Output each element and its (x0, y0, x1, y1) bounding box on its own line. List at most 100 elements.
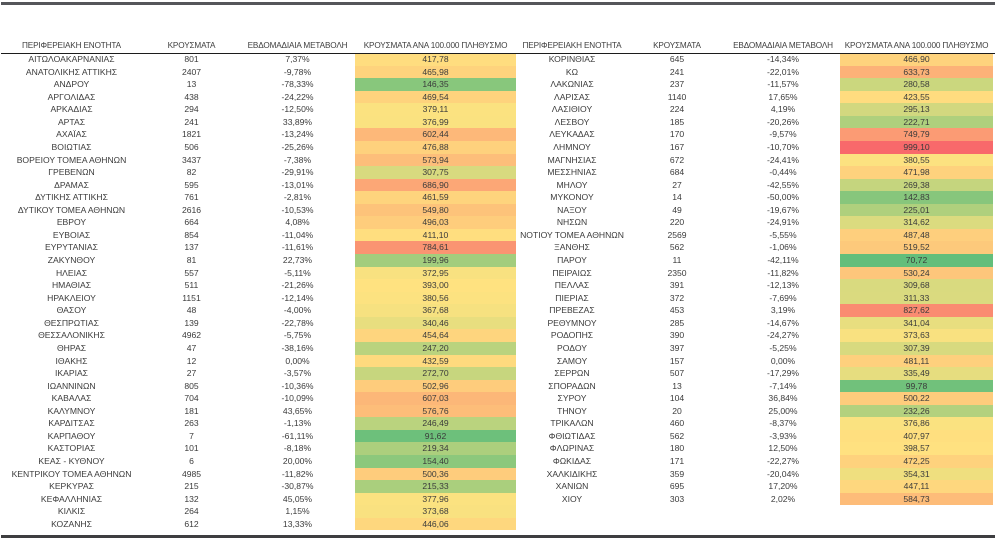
cases-cell: 2407 (181, 66, 202, 77)
weekly-change-cell: -10,53% (281, 204, 314, 215)
region-cell: ΑΙΤΩΛΟΑΚΑΡΝΑΝΙΑΣ (28, 54, 115, 64)
region-cell: ΚΑΡΠΑΘΟΥ (47, 430, 96, 441)
cases-cell: 27 (186, 368, 197, 379)
cases-cell: 801 (184, 54, 199, 64)
bottom-border-line (1, 535, 995, 538)
per-100k-cell: 335,49 (840, 367, 993, 380)
region-cell: ΡΟΔΟΥ (557, 342, 587, 353)
cases-cell: 170 (669, 129, 685, 140)
cases-cell: 1151 (182, 292, 201, 303)
weekly-change-cell: -1,13% (283, 418, 312, 429)
region-cell: ΜΕΣΣΗΝΙΑΣ (547, 167, 597, 178)
region-cell: ΕΒΡΟΥ (56, 217, 87, 228)
per-100k-cell: 307,39 (840, 341, 993, 355)
per-100k-cell: 417,78 (355, 53, 516, 66)
weekly-change-cell: -38,16% (281, 342, 314, 353)
weekly-change-cell: 33,89% (282, 116, 313, 127)
cases-cell: 181 (184, 405, 199, 416)
region-cell: ΔΥΤΙΚΟΥ ΤΟΜΕΑ ΑΘΗΝΩΝ (17, 204, 126, 215)
weekly-change-cell: -7,38% (283, 154, 312, 165)
weekly-change-cell: -12,13% (766, 280, 799, 291)
weekly-change-cell: 17,20% (768, 481, 798, 492)
per-100k-cell: 465,98 (355, 65, 516, 79)
region-cell: ΛΑΡΙΣΑΣ (554, 91, 590, 102)
per-100k-cell: 584,73 (840, 492, 993, 506)
per-100k-cell: 398,57 (840, 442, 993, 455)
weekly-change-cell: 36,84% (768, 393, 798, 404)
cases-cell: 104 (669, 393, 685, 404)
cases-cell: 167 (669, 141, 685, 152)
weekly-change-cell: -8,37% (769, 418, 797, 429)
per-100k-cell: 314,62 (840, 216, 993, 229)
weekly-change-cell: -4,00% (283, 305, 312, 316)
cases-cell: 285 (669, 317, 685, 328)
weekly-change-cell: 43,65% (282, 405, 313, 416)
cases-cell: 20 (672, 405, 682, 416)
per-100k-cell: 340,46 (355, 316, 516, 330)
per-100k-cell: 91,62 (355, 429, 516, 443)
per-100k-cell: 70,72 (840, 254, 993, 267)
region-cell: ΚΕΡΚΥΡΑΣ (49, 481, 94, 492)
region-cell: ΘΑΣΟΥ (56, 305, 87, 316)
region-cell: ΘΕΣΠΡΩΤΙΑΣ (44, 317, 99, 328)
region-cell: ΛΗΜΝΟΥ (553, 141, 591, 152)
per-100k-cell: 376,86 (840, 417, 993, 430)
weekly-change-cell: -29,91% (281, 167, 314, 178)
weekly-change-cell: 25,00% (768, 405, 798, 416)
cases-cell: 460 (669, 418, 685, 429)
region-cell: ΧΑΝΙΩΝ (555, 481, 589, 492)
per-100k-cell: 219,34 (355, 442, 516, 455)
weekly-change-cell: -25,26% (281, 141, 314, 152)
cases-cell: 2569 (667, 229, 687, 240)
cases-cell: 180 (669, 443, 685, 454)
weekly-change-cell: 13,33% (282, 518, 313, 529)
cases-cell: 664 (184, 217, 199, 228)
per-100k-cell: 446,06 (355, 517, 516, 531)
cases-cell: 101 (184, 443, 199, 454)
per-100k-cell: 519,52 (840, 241, 993, 254)
cases-cell: 11 (672, 255, 682, 265)
cases-cell: 595 (184, 179, 199, 190)
per-100k-cell: 373,63 (840, 329, 993, 342)
per-100k-cell: 784,61 (355, 241, 516, 254)
cases-cell: 215 (184, 481, 199, 492)
per-100k-cell: 232,26 (840, 404, 993, 418)
per-100k-cell: 827,62 (840, 304, 993, 317)
region-cell: ΗΜΑΘΙΑΣ (51, 280, 92, 291)
region-cell: ΠΑΡΟΥ (557, 255, 587, 265)
weekly-change-cell: 22,73% (282, 255, 313, 265)
region-cell: ΕΥΡΥΤΑΝΙΑΣ (45, 242, 98, 253)
cases-cell: 13 (672, 380, 682, 391)
region-cell: ΡΕΘΥΜΝΟΥ (547, 317, 597, 328)
column-header-cases: ΚΡΟΥΣΜΑΤΑ (167, 41, 216, 50)
top-border-line (1, 2, 995, 5)
cases-cell: 397 (669, 342, 685, 353)
weekly-change-cell: -11,82% (767, 267, 799, 278)
weekly-change-cell: -21,26% (281, 280, 314, 291)
region-cell: ΤΗΝΟΥ (557, 405, 587, 416)
weekly-change-cell: -50,00% (766, 192, 799, 203)
cases-cell: 82 (186, 167, 197, 178)
region-cell: ΑΝΔΡΟΥ (53, 79, 90, 90)
cases-cell: 294 (184, 104, 199, 115)
cases-cell: 2350 (667, 267, 687, 278)
cases-cell: 4985 (181, 468, 202, 479)
region-cell: ΡΟΔΟΠΗΣ (550, 330, 594, 341)
weekly-change-cell: -0,44% (769, 167, 797, 178)
per-100k-cell: 471,98 (840, 166, 993, 179)
per-100k-cell: 247,20 (355, 341, 516, 355)
per-100k-cell: 199,96 (355, 254, 516, 267)
per-100k-cell: 423,55 (840, 90, 993, 104)
cases-cell: 81 (186, 255, 197, 265)
weekly-change-cell: -20,04% (766, 468, 799, 479)
cases-cell: 704 (184, 393, 199, 404)
region-cell: ΚΑΒΑΛΑΣ (51, 393, 92, 404)
weekly-change-cell: 7,37% (285, 54, 310, 64)
per-100k-cell: 607,03 (355, 392, 516, 405)
weekly-change-cell: -8,18% (283, 443, 312, 454)
cases-cell: 438 (184, 91, 199, 102)
cases-cell: 48 (186, 305, 197, 316)
cases-cell: 3437 (181, 154, 202, 165)
weekly-change-cell: -9,78% (283, 66, 312, 77)
per-100k-cell: 372,95 (355, 266, 516, 280)
